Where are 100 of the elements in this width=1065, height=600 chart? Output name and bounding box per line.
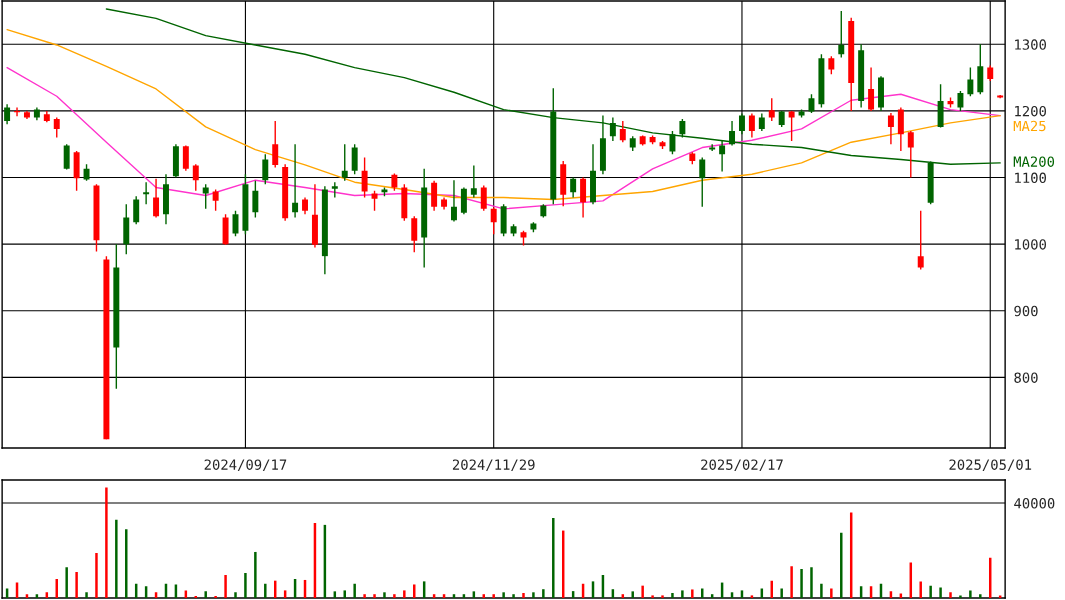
- bar: [244, 573, 247, 598]
- x-tick-label: 2024/11/29: [452, 459, 535, 472]
- x-tick-label: 2025/05/01: [949, 459, 1032, 472]
- bar: [353, 583, 356, 598]
- candlestick: [143, 181, 150, 205]
- bar: [373, 594, 376, 598]
- bar: [65, 567, 68, 598]
- bar: [899, 593, 903, 598]
- candlestick: [838, 10, 845, 59]
- candlestick: [570, 176, 577, 199]
- bar: [234, 592, 237, 598]
- candlestick: [4, 103, 11, 125]
- bar: [95, 552, 98, 598]
- candlestick: [451, 179, 457, 223]
- candlestick: [182, 144, 189, 172]
- bar: [532, 592, 535, 598]
- bar: [750, 595, 754, 598]
- bar: [780, 588, 783, 598]
- candlestick: [709, 143, 716, 152]
- bar: [522, 593, 525, 598]
- candlestick: [153, 178, 160, 219]
- x-tick-label: 2025/02/17: [701, 459, 783, 472]
- candlestick: [53, 116, 60, 139]
- candlestick: [351, 143, 358, 175]
- bar: [383, 592, 386, 598]
- candlestick: [272, 120, 279, 169]
- candlestick: [202, 183, 209, 210]
- bar: [224, 574, 227, 598]
- bar: [75, 571, 78, 598]
- candlestick: [133, 195, 140, 225]
- candlestick: [619, 120, 626, 143]
- candlestick: [748, 112, 755, 139]
- bar: [929, 585, 932, 598]
- y-tick-label: 1200: [1015, 105, 1047, 117]
- bar: [998, 595, 1002, 598]
- bar: [979, 594, 982, 598]
- bar: [691, 589, 694, 598]
- bar: [254, 551, 257, 598]
- y-tick-label: 1000: [1015, 239, 1047, 250]
- bar: [919, 581, 922, 598]
- candlestick: [331, 181, 338, 199]
- candlestick: [460, 186, 467, 215]
- bar: [830, 588, 833, 598]
- bar: [343, 590, 346, 598]
- bar: [512, 594, 515, 598]
- candlestick: [252, 180, 259, 219]
- bar: [949, 592, 952, 598]
- x-tick-label: 2024/09/17: [204, 459, 287, 472]
- bar: [492, 594, 495, 598]
- candlestick: [957, 90, 964, 112]
- bar: [939, 587, 942, 598]
- candlestick: [907, 130, 914, 179]
- bar: [671, 593, 674, 598]
- candlestick: [470, 164, 477, 199]
- bar: [502, 592, 505, 598]
- bar: [115, 519, 118, 598]
- candlestick: [411, 215, 418, 253]
- candlestick: [490, 206, 497, 235]
- bar: [363, 594, 366, 598]
- bar: [661, 595, 664, 598]
- candlestick: [868, 66, 875, 112]
- candlestick: [262, 153, 269, 185]
- candlestick: [580, 176, 587, 219]
- bar: [85, 592, 88, 598]
- y-tick-label: 1300: [1015, 39, 1047, 50]
- candlestick: [192, 163, 199, 192]
- candlestick: [371, 190, 378, 212]
- bar: [105, 487, 108, 598]
- candlestick: [768, 97, 775, 122]
- candlestick: [63, 143, 70, 171]
- candlestick: [887, 112, 894, 145]
- candlestick: [967, 66, 974, 97]
- bar: [840, 532, 843, 598]
- candlestick: [292, 143, 299, 219]
- candlestick: [917, 210, 924, 271]
- bar: [393, 594, 396, 598]
- bar: [969, 590, 972, 598]
- candlestick: [361, 156, 368, 199]
- candlestick: [738, 112, 745, 135]
- candlestick: [480, 184, 487, 212]
- bar: [631, 591, 634, 598]
- bar: [552, 517, 555, 598]
- candlestick: [679, 118, 686, 139]
- candlestick: [609, 116, 616, 142]
- bar: [810, 567, 813, 598]
- bar: [820, 583, 823, 598]
- series-label: MA25: [1013, 120, 1046, 132]
- bar: [204, 591, 207, 598]
- bar: [264, 583, 267, 598]
- bar: [800, 569, 803, 598]
- line-series: [6, 28, 1001, 201]
- candlestick: [729, 120, 736, 147]
- bar: [651, 595, 654, 598]
- candlestick: [431, 180, 438, 212]
- bar: [542, 589, 545, 598]
- bar: [959, 595, 962, 598]
- series-label: MA200: [1013, 156, 1055, 167]
- bar: [681, 590, 684, 598]
- candlestick: [212, 188, 219, 212]
- y-tick-label: 40000: [1014, 498, 1055, 509]
